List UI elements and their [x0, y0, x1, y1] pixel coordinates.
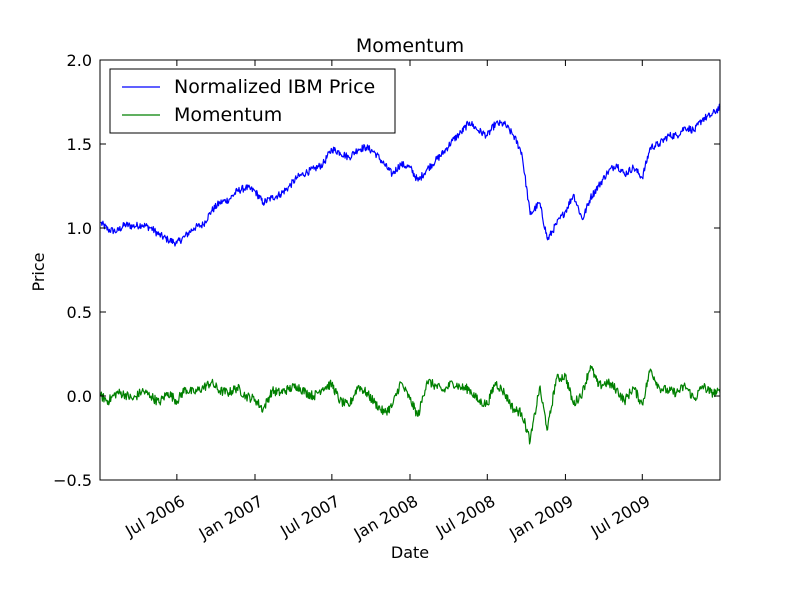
y-tick-label: 2.0	[67, 51, 92, 70]
legend: Normalized IBM Price Momentum	[109, 68, 396, 134]
y-tick-label: 1.0	[67, 219, 92, 238]
y-tick-label: 0.5	[67, 303, 92, 322]
legend-label-price: Normalized IBM Price	[174, 76, 375, 98]
chart-title: Momentum	[356, 35, 464, 57]
y-axis-label: Price	[29, 252, 48, 291]
series-line-momentum	[100, 365, 721, 445]
legend-box	[109, 68, 396, 134]
series-layer	[100, 103, 721, 445]
x-axis-label: Date	[391, 543, 429, 562]
y-tick-label: 0.0	[67, 387, 92, 406]
y-axis: −0.5 0.0 0.5 1.0 1.5 2.0	[53, 51, 720, 490]
y-tick-label: −0.5	[53, 471, 92, 490]
series-line-normalized-ibm-price	[100, 103, 721, 247]
legend-label-momentum: Momentum	[174, 104, 282, 126]
y-tick-label: 1.5	[67, 135, 92, 154]
